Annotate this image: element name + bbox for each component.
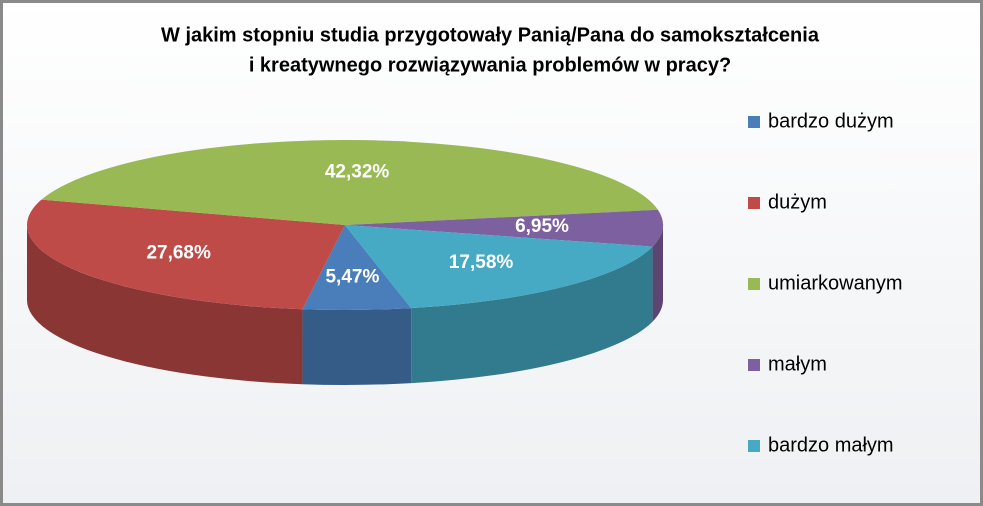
data-label: 27,68%: [146, 242, 211, 263]
slice: [41, 140, 658, 225]
slice-side: [411, 246, 653, 384]
slice-side: [652, 225, 663, 322]
legend-swatch: [748, 116, 760, 128]
slice: [27, 199, 346, 310]
legend-label: bardzo dużym: [768, 110, 894, 132]
slice-side: [27, 225, 303, 385]
legend-label: umiarkowanym: [768, 272, 902, 294]
legend-label: bardzo małym: [768, 434, 894, 456]
data-label: 5,47%: [325, 267, 379, 288]
data-label: 6,95%: [515, 216, 569, 237]
data-label: 17,58%: [449, 252, 514, 273]
legend-label: dużym: [768, 191, 827, 213]
chart-title: i kreatywnego rozwiązywania problemów w …: [249, 54, 731, 76]
data-label: 42,32%: [325, 161, 390, 182]
slice-side: [302, 308, 412, 386]
chart-title: W jakim stopniu studia przygotowały Pani…: [161, 24, 820, 46]
legend-swatch: [748, 278, 760, 290]
legend-swatch: [748, 440, 760, 452]
legend-swatch: [748, 359, 760, 371]
legend-swatch: [748, 197, 760, 209]
slice: [345, 209, 663, 247]
slice: [302, 225, 412, 310]
legend-label: małym: [768, 353, 827, 375]
slice: [345, 225, 653, 309]
